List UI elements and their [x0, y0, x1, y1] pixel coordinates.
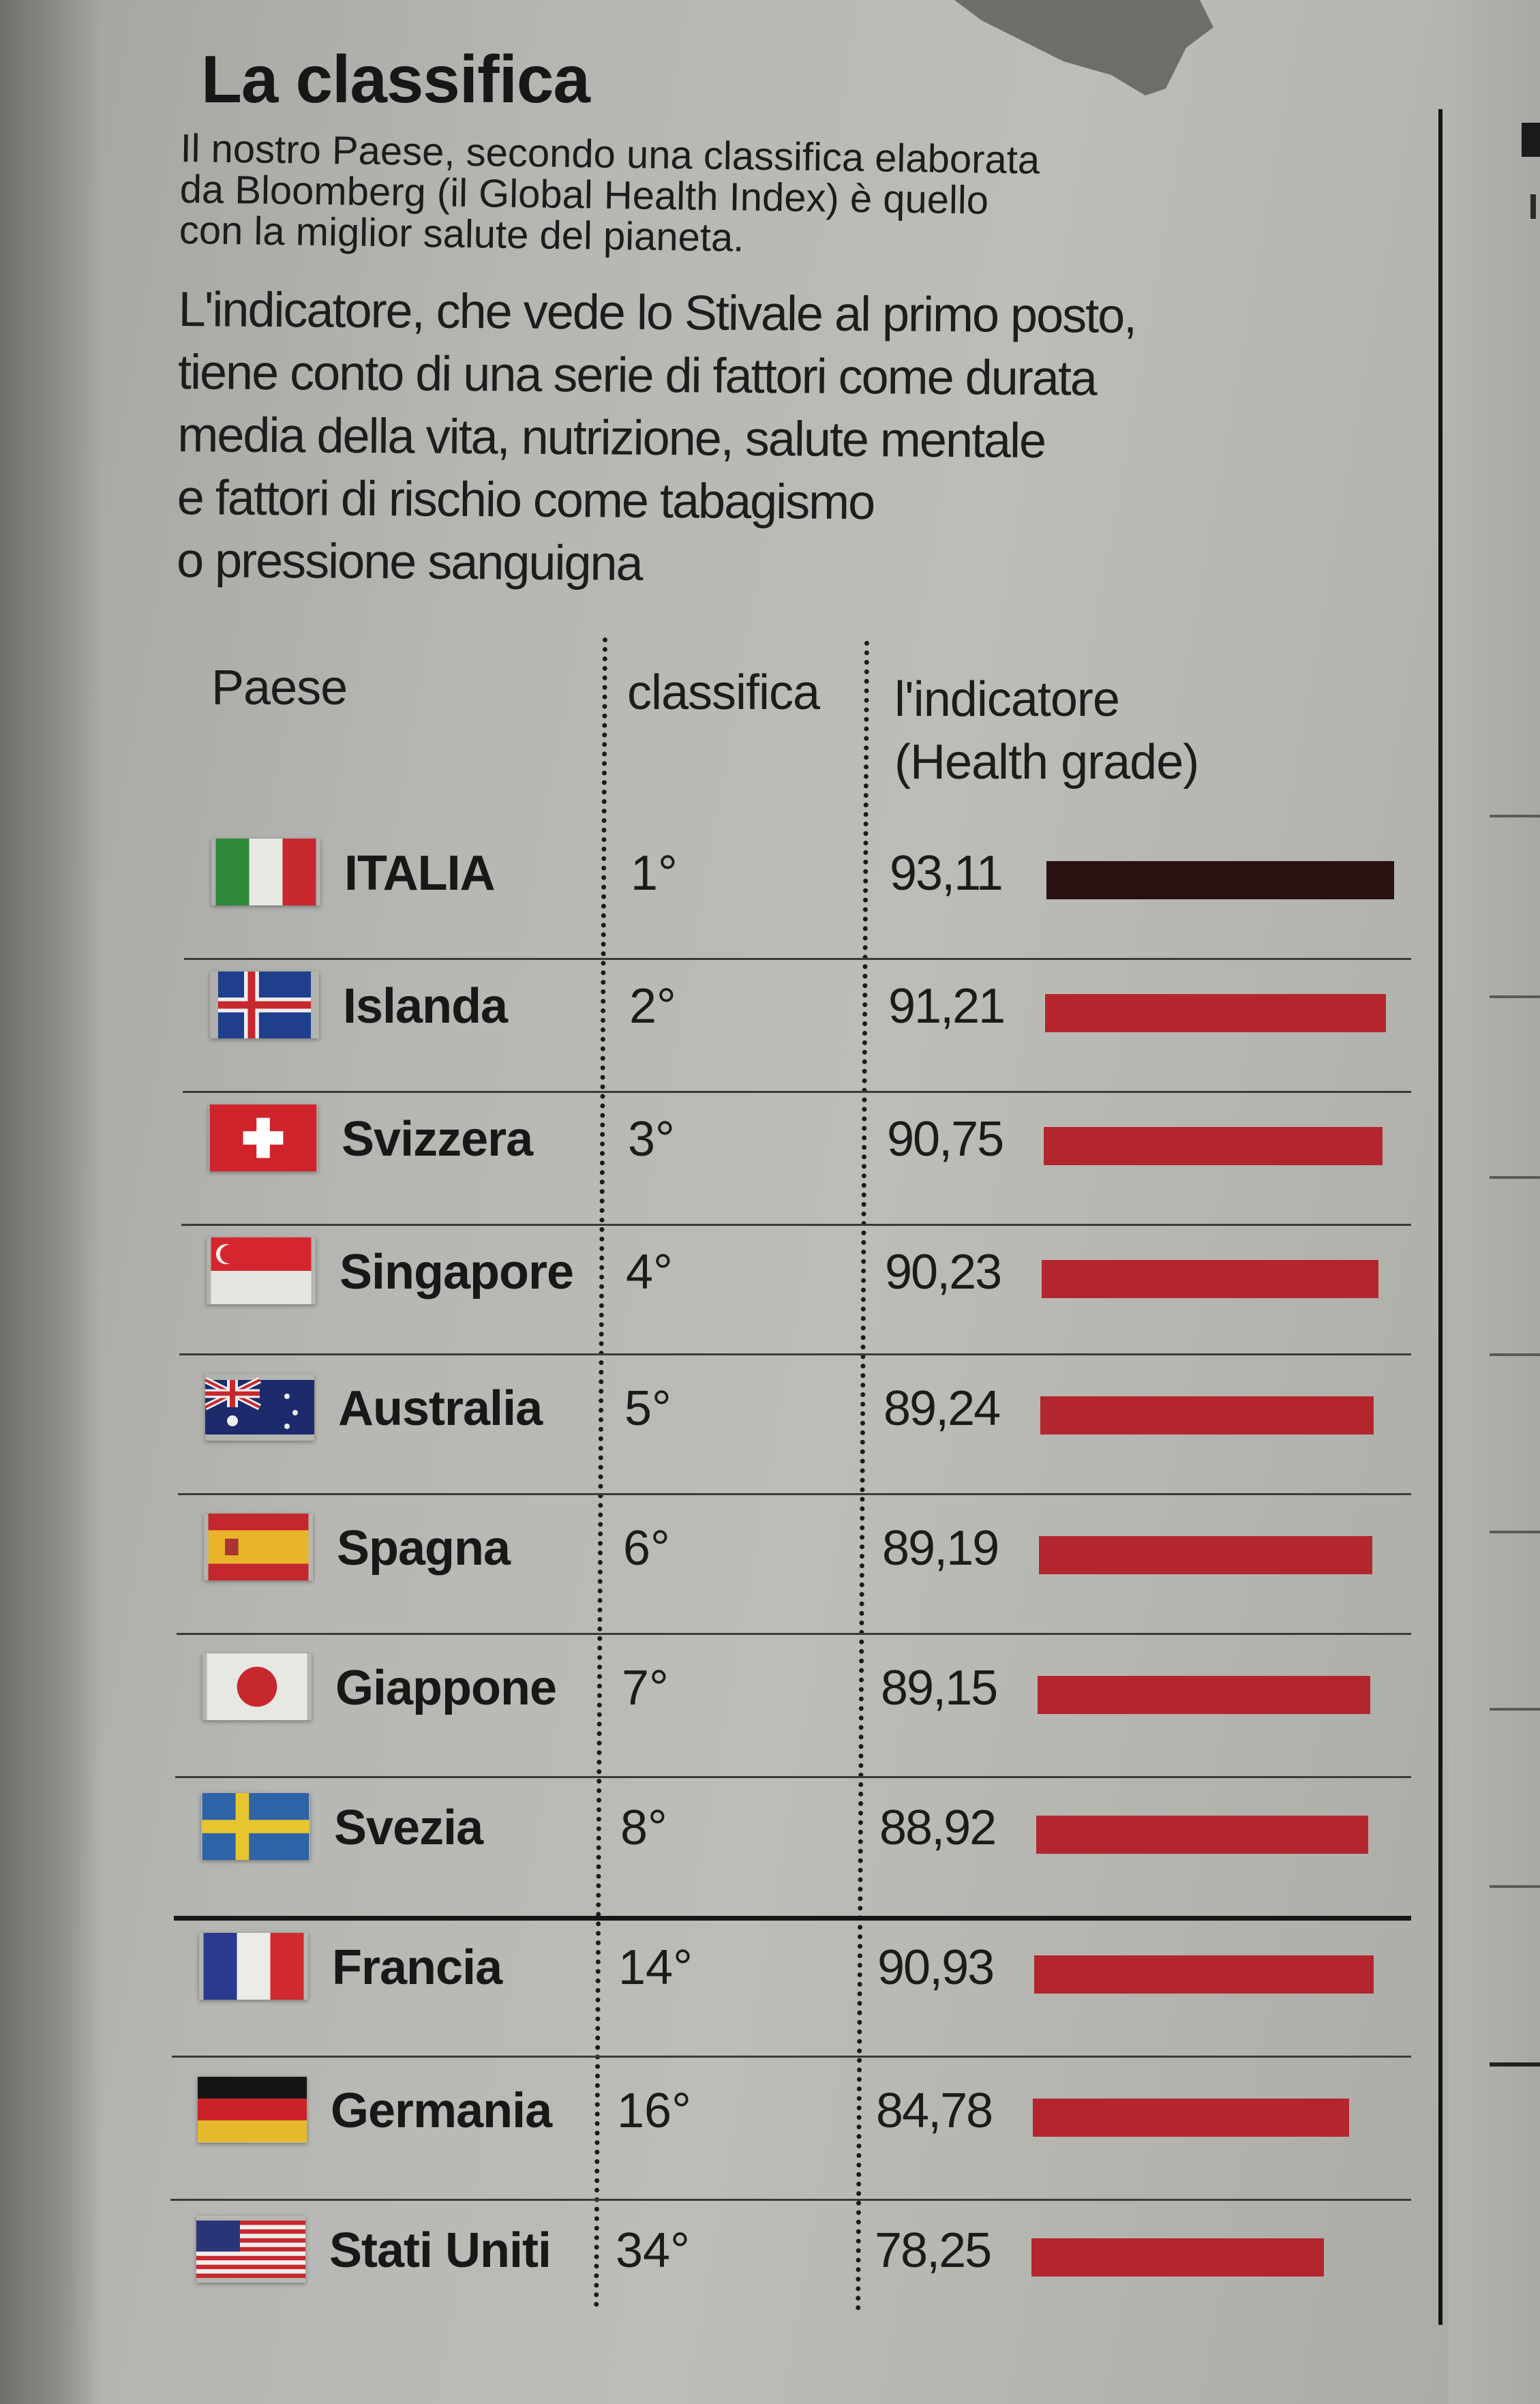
- adjacent-rule: [1490, 2062, 1540, 2067]
- rank-value: 4°: [626, 1245, 673, 1299]
- switzerland-flag-icon: [209, 1105, 318, 1171]
- rank-value: 14°: [618, 1940, 693, 1995]
- adjacent-rule: [1490, 995, 1540, 998]
- country-name: Islanda: [343, 979, 508, 1034]
- adjacent-rule: [1490, 1531, 1540, 1533]
- country-name: ITALIA: [344, 846, 496, 901]
- rank-value: 3°: [628, 1112, 675, 1167]
- score-label: 93,11: [890, 846, 1003, 901]
- country-name: Spagna: [337, 1521, 511, 1576]
- country-name: Germania: [331, 2084, 552, 2138]
- header-score-subline: (Health grade): [894, 735, 1199, 790]
- score-label: 91,21: [888, 979, 1006, 1034]
- adjacent-rule: [1490, 1708, 1540, 1711]
- row-separator: [175, 1776, 1411, 1778]
- row-separator: [174, 1916, 1411, 1921]
- rank-value: 7°: [622, 1661, 669, 1715]
- country-name: Svizzera: [342, 1112, 533, 1167]
- rank-value: 16°: [617, 2084, 691, 2138]
- adjacent-text-fragment: [1530, 194, 1536, 219]
- header-score: l'indicatore (Health grade): [894, 668, 1199, 794]
- score-bar: [1045, 994, 1386, 1032]
- row-separator: [177, 1633, 1411, 1635]
- row-separator: [184, 958, 1411, 960]
- score-bar: [1033, 2099, 1349, 2137]
- map-fragment-icon: [954, 0, 1213, 95]
- score-bar: [1040, 1396, 1374, 1434]
- score-label: 90,93: [877, 1940, 995, 1995]
- row-separator: [170, 2199, 1411, 2201]
- header-country: Paese: [211, 661, 348, 715]
- singapore-flag-icon: [207, 1237, 316, 1304]
- score-label: 89,24: [884, 1381, 1001, 1436]
- row-separator: [183, 1091, 1411, 1093]
- rank-value: 34°: [616, 2223, 690, 2278]
- score-bar: [1039, 1536, 1372, 1574]
- score-label: 89,19: [882, 1521, 999, 1576]
- country-name: Singapore: [339, 1245, 574, 1299]
- score-column-separator: [856, 640, 869, 2311]
- country-name: Giappone: [335, 1661, 557, 1715]
- sweden-flag-icon: [201, 1793, 310, 1860]
- japan-flag-icon: [202, 1653, 312, 1720]
- row-separator: [181, 1224, 1411, 1226]
- score-bar: [1044, 1127, 1383, 1165]
- row-separator: [179, 1353, 1411, 1355]
- rank-value: 6°: [623, 1521, 670, 1576]
- rank-value: 5°: [624, 1381, 671, 1436]
- italy-flag-icon: [211, 839, 320, 905]
- score-label: 78,25: [875, 2223, 992, 2278]
- country-name: Australia: [338, 1381, 543, 1436]
- adjacent-rule: [1490, 1885, 1540, 1888]
- rank-value: 8°: [620, 1801, 667, 1855]
- score-label: 84,78: [876, 2084, 993, 2138]
- rank-value: 2°: [629, 979, 676, 1034]
- adjacent-rule: [1490, 815, 1540, 817]
- usa-flag-icon: [196, 2216, 305, 2283]
- score-bar: [1038, 1676, 1370, 1714]
- score-label: 90,23: [885, 1245, 1002, 1299]
- score-label: 88,92: [879, 1801, 997, 1855]
- body-line: o pressione sanguigna: [176, 532, 642, 591]
- body-line: L'indicatore, che vede lo Stivale al pri…: [178, 282, 1136, 344]
- country-name: Svezia: [334, 1801, 483, 1855]
- adjacent-rule: [1490, 1353, 1540, 1356]
- score-bar: [1046, 861, 1394, 899]
- score-label: 90,75: [887, 1112, 1004, 1167]
- adjacent-rule: [1490, 1176, 1540, 1179]
- country-name: Stati Uniti: [329, 2223, 552, 2278]
- row-separator: [178, 1493, 1411, 1495]
- france-flag-icon: [199, 1933, 308, 2000]
- row-separator: [172, 2056, 1411, 2058]
- article-title: La classifica: [201, 42, 590, 117]
- australia-flag-icon: [205, 1374, 314, 1441]
- score-bar: [1031, 2238, 1324, 2277]
- country-name: Francia: [332, 1940, 502, 1995]
- body-line: tiene conto di una serie di fattori come…: [177, 344, 1097, 406]
- adjacent-column: [1449, 0, 1540, 2404]
- intro-text: Il nostro Paese, secondo una classifica …: [179, 126, 1393, 268]
- germany-flag-icon: [198, 2076, 307, 2143]
- page-fold-shadow: [0, 0, 102, 2404]
- body-text: L'indicatore, che vede lo Stivale al pri…: [177, 278, 1372, 600]
- header-rank: classifica: [627, 665, 820, 720]
- score-bar: [1034, 1955, 1374, 1994]
- adjacent-text-fragment: [1522, 123, 1540, 157]
- score-bar: [1036, 1816, 1368, 1854]
- rank-value: 1°: [631, 846, 678, 901]
- spain-flag-icon: [204, 1514, 313, 1580]
- iceland-flag-icon: [210, 972, 319, 1038]
- column-divider: [1438, 109, 1443, 2325]
- score-label: 89,15: [881, 1661, 998, 1715]
- score-bar: [1042, 1260, 1378, 1298]
- body-line: media della vita, nutrizione, salute men…: [177, 407, 1046, 468]
- body-line: e fattori di rischio come tabagismo: [177, 470, 875, 530]
- header-score-line: l'indicatore: [894, 672, 1120, 727]
